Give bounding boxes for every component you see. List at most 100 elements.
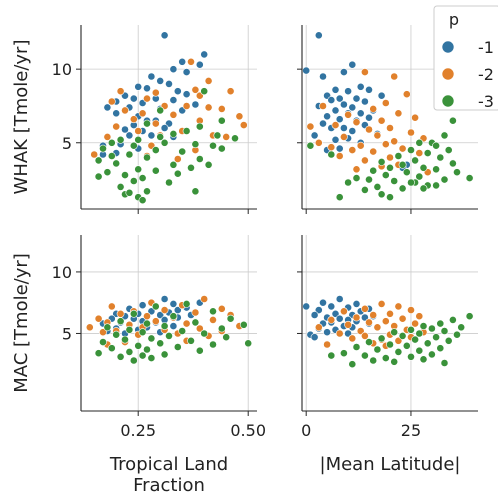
- data-point: [352, 94, 361, 103]
- data-point: [209, 141, 217, 150]
- data-point: [306, 141, 315, 150]
- data-point: [112, 330, 121, 339]
- data-point: [440, 131, 449, 140]
- data-point: [160, 138, 169, 147]
- data-point: [352, 313, 361, 322]
- data-point: [112, 159, 121, 168]
- data-point: [217, 144, 226, 153]
- panel-r1-c0: 0.25 0.50 5 10: [52, 235, 266, 440]
- data-point: [436, 344, 445, 353]
- data-point: [381, 317, 390, 326]
- data-point: [398, 144, 407, 153]
- data-point: [217, 116, 226, 125]
- data-point: [335, 295, 344, 303]
- data-point: [377, 116, 386, 125]
- data-point: [103, 323, 112, 332]
- x-tick-label: 25: [401, 421, 421, 440]
- data-point: [160, 31, 169, 40]
- data-point: [134, 341, 143, 350]
- data-point: [217, 304, 226, 313]
- data-point: [191, 318, 200, 327]
- data-point: [344, 87, 352, 96]
- data-point: [204, 77, 213, 85]
- data-point: [432, 333, 440, 342]
- data-point: [103, 132, 112, 141]
- data-point: [436, 319, 445, 328]
- data-point: [327, 150, 336, 159]
- data-point: [182, 68, 191, 76]
- data-point: [209, 340, 217, 349]
- series--3: [306, 116, 474, 202]
- data-point: [169, 312, 178, 321]
- y-axis-label: WHAK [Tmole/yr]: [11, 40, 32, 195]
- data-point: [415, 172, 424, 181]
- data-point: [165, 331, 173, 340]
- data-point: [377, 190, 386, 199]
- data-point: [138, 351, 147, 360]
- data-point: [335, 329, 344, 338]
- data-point: [432, 181, 440, 190]
- data-point: [217, 105, 226, 113]
- data-point: [143, 187, 151, 196]
- data-point: [344, 110, 352, 119]
- data-point: [427, 324, 436, 333]
- data-point: [360, 156, 369, 165]
- x-tick-label: 0.50: [230, 421, 266, 440]
- data-point: [187, 57, 195, 66]
- series--1: [302, 31, 411, 172]
- data-point: [200, 87, 209, 96]
- x-axis-label-line: |Mean Latitude|: [320, 454, 461, 475]
- y-tick-label: 10: [52, 263, 72, 282]
- data-point: [165, 178, 173, 187]
- data-point: [191, 85, 200, 94]
- data-point: [344, 320, 352, 329]
- data-point: [213, 131, 222, 140]
- data-point: [147, 334, 156, 343]
- data-point: [407, 178, 415, 187]
- data-point: [116, 135, 125, 144]
- data-point: [377, 334, 386, 343]
- data-point: [411, 156, 419, 165]
- data-point: [386, 124, 394, 132]
- data-point: [103, 103, 112, 112]
- data-point: [147, 354, 156, 362]
- data-point: [344, 178, 352, 187]
- data-point: [386, 193, 394, 202]
- x-tick-label: 0: [301, 421, 311, 440]
- data-point: [373, 131, 382, 140]
- data-point: [310, 311, 319, 319]
- data-point: [419, 355, 428, 364]
- data-point: [323, 328, 331, 337]
- data-point: [173, 169, 182, 178]
- data-point: [381, 99, 390, 107]
- data-point: [440, 175, 449, 184]
- data-point: [160, 124, 169, 132]
- data-point: [195, 155, 204, 163]
- data-point: [402, 341, 411, 350]
- panel-r0-c1: [297, 25, 478, 214]
- data-point: [151, 119, 160, 128]
- data-point: [182, 102, 191, 110]
- data-point: [107, 152, 116, 160]
- legend-entry-label: -2: [478, 65, 494, 84]
- data-point: [402, 168, 411, 177]
- data-point: [348, 146, 357, 154]
- data-point: [187, 336, 195, 345]
- data-point: [169, 65, 178, 74]
- data-point: [169, 129, 178, 138]
- data-point: [107, 138, 116, 147]
- data-point: [134, 82, 143, 91]
- data-point: [369, 356, 378, 365]
- data-point: [173, 155, 182, 163]
- data-point: [352, 343, 361, 351]
- series--3: [327, 312, 474, 369]
- data-point: [398, 314, 407, 323]
- data-point: [394, 347, 403, 356]
- data-point: [226, 314, 235, 323]
- data-point: [107, 344, 116, 353]
- data-point: [244, 339, 253, 348]
- data-point: [314, 31, 323, 40]
- data-point: [129, 356, 138, 365]
- data-point: [440, 327, 449, 335]
- data-point: [178, 57, 187, 66]
